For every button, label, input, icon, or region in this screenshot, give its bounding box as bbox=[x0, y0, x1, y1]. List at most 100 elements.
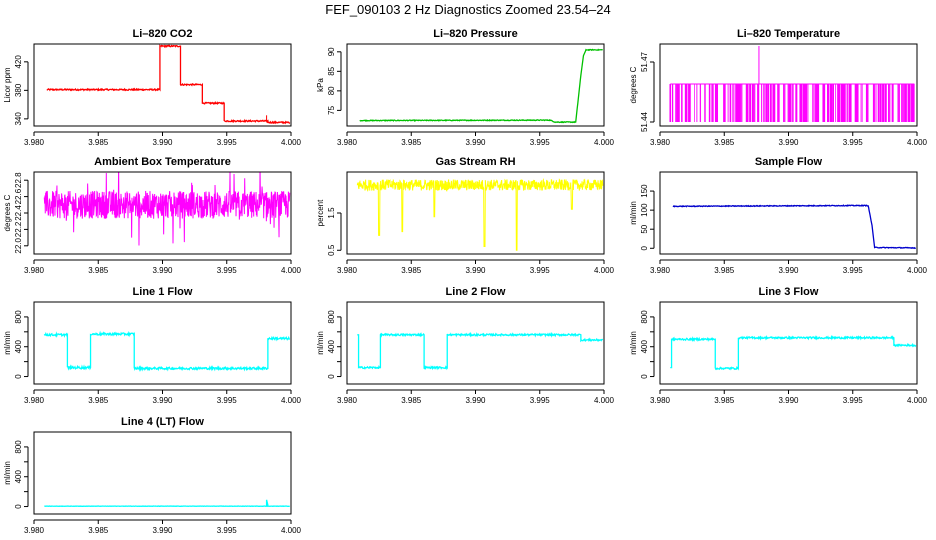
x-tick-label: 3.995 bbox=[217, 396, 238, 405]
plot-frame bbox=[659, 301, 918, 385]
x-tick-label: 3.985 bbox=[88, 526, 109, 535]
series-line bbox=[43, 172, 291, 246]
y-tick-label: 0 bbox=[14, 504, 23, 509]
y-tick-label: 400 bbox=[327, 340, 336, 354]
x-tick-label: 3.995 bbox=[217, 266, 238, 275]
x-tick-label: 4.000 bbox=[907, 266, 928, 275]
x-tick-label: 4.000 bbox=[281, 526, 302, 535]
x-tick-label: 3.980 bbox=[650, 266, 671, 275]
data-series bbox=[669, 46, 915, 122]
chart-panel: Line 4 (LT) Flow ml/min 3.980 3.985 3.990 3.9… bbox=[3, 416, 302, 535]
chart-panel: Li–820 CO2 Licor ppm 3.980 3.985 3.990 3.995 4… bbox=[3, 28, 302, 147]
y-tick-label: 51.44 bbox=[640, 111, 649, 132]
x-tick-label: 4.000 bbox=[281, 138, 302, 147]
x-tick-label: 4.000 bbox=[594, 266, 615, 275]
x-tick-label: 3.990 bbox=[152, 266, 173, 275]
series-line bbox=[672, 204, 917, 250]
y-tick-label: 22.0 bbox=[14, 237, 23, 253]
y-tick-label: 22.6 bbox=[14, 188, 23, 204]
chart-panel: Ambient Box Temperature degrees C 3.980 3.9… bbox=[3, 156, 302, 275]
y-tick-label: 22.4 bbox=[14, 205, 23, 221]
y-tick-label: 400 bbox=[640, 340, 649, 354]
series-line bbox=[357, 331, 604, 371]
x-tick-label: 3.990 bbox=[778, 266, 799, 275]
x-tick-label: 3.995 bbox=[217, 138, 238, 147]
y-tick-label: 800 bbox=[640, 310, 649, 324]
x-tick-label: 3.995 bbox=[843, 266, 864, 275]
y-axis-label: ml/min bbox=[629, 331, 638, 355]
x-tick-label: 3.985 bbox=[88, 266, 109, 275]
x-tick-label: 3.980 bbox=[24, 526, 45, 535]
y-axis-label: degrees C bbox=[3, 194, 12, 231]
chart-title: Li–820 CO2 bbox=[133, 28, 193, 40]
data-series bbox=[43, 330, 291, 372]
page-title: FEF_090103 2 Hz Diagnostics Zoomed 23.54… bbox=[325, 2, 611, 17]
chart-title: Line 4 (LT) Flow bbox=[121, 416, 204, 428]
y-tick-label: 400 bbox=[14, 470, 23, 484]
x-tick-label: 3.980 bbox=[337, 266, 358, 275]
x-tick-label: 3.985 bbox=[714, 266, 735, 275]
y-tick-label: 400 bbox=[14, 340, 23, 354]
y-tick-label: 75 bbox=[327, 105, 336, 114]
y-tick-label: 420 bbox=[14, 55, 23, 69]
chart-title: Line 1 Flow bbox=[133, 286, 193, 298]
chart-panel: Li–820 Temperature degrees C 3.980 3.985 3.9… bbox=[629, 28, 928, 147]
y-tick-label: 22.2 bbox=[14, 221, 23, 237]
y-tick-label: 150 bbox=[640, 184, 649, 198]
chart-title: Line 3 Flow bbox=[759, 286, 819, 298]
x-tick-label: 3.985 bbox=[714, 396, 735, 405]
y-tick-label: 0 bbox=[640, 374, 649, 379]
chart-panel: Li–820 Pressure kPa 3.980 3.985 3.990 3.995 4.… bbox=[316, 28, 615, 147]
x-tick-label: 4.000 bbox=[281, 396, 302, 405]
x-tick-label: 3.980 bbox=[650, 396, 671, 405]
x-tick-label: 3.995 bbox=[217, 526, 238, 535]
series-line bbox=[670, 334, 917, 371]
y-tick-label: 380 bbox=[14, 83, 23, 97]
x-tick-label: 3.990 bbox=[778, 396, 799, 405]
plot-frame bbox=[659, 171, 918, 255]
y-axis-label: ml/min bbox=[316, 331, 325, 355]
plot-frame bbox=[33, 431, 292, 515]
series-line bbox=[46, 44, 291, 125]
x-tick-label: 4.000 bbox=[594, 396, 615, 405]
data-series bbox=[670, 334, 917, 371]
x-tick-label: 3.995 bbox=[530, 266, 551, 275]
chart-title: Sample Flow bbox=[755, 156, 823, 168]
y-axis-label: ml/min bbox=[3, 331, 12, 355]
y-axis-label: kPa bbox=[316, 78, 325, 92]
x-tick-label: 3.990 bbox=[152, 396, 173, 405]
y-tick-label: 0 bbox=[327, 374, 336, 379]
y-tick-label: 800 bbox=[14, 440, 23, 454]
x-tick-label: 3.995 bbox=[843, 138, 864, 147]
x-tick-label: 3.990 bbox=[465, 266, 486, 275]
data-series bbox=[46, 44, 291, 125]
x-tick-label: 3.985 bbox=[714, 138, 735, 147]
chart-title: Line 2 Flow bbox=[446, 286, 506, 298]
y-axis-label: ml/min bbox=[3, 461, 12, 485]
x-tick-label: 3.980 bbox=[337, 396, 358, 405]
chart-title: Li–820 Pressure bbox=[433, 28, 517, 40]
plot-frame bbox=[659, 43, 918, 127]
y-axis-label: Licor ppm bbox=[3, 67, 12, 102]
y-tick-label: 800 bbox=[14, 310, 23, 324]
y-tick-label: 0 bbox=[640, 246, 649, 251]
x-tick-label: 4.000 bbox=[907, 138, 928, 147]
y-axis-label: degrees C bbox=[629, 66, 638, 103]
data-series bbox=[357, 331, 604, 371]
y-axis-label: percent bbox=[316, 199, 325, 226]
plot-frame bbox=[346, 171, 605, 255]
plot-frame bbox=[33, 171, 292, 255]
x-tick-label: 3.985 bbox=[401, 138, 422, 147]
x-tick-label: 3.985 bbox=[401, 396, 422, 405]
x-tick-label: 3.980 bbox=[24, 396, 45, 405]
series-line bbox=[43, 330, 291, 372]
chart-panel: Line 1 Flow ml/min 3.980 3.985 3.990 3.995 4.0… bbox=[3, 286, 302, 405]
chart-panel: Sample Flow ml/min 3.980 3.985 3.990 3.995 4.0… bbox=[629, 156, 928, 275]
y-tick-label: 85 bbox=[327, 66, 336, 75]
series-line bbox=[356, 177, 604, 251]
x-tick-label: 3.980 bbox=[24, 266, 45, 275]
y-axis-label: ml/min bbox=[629, 201, 638, 225]
y-tick-label: 22.8 bbox=[14, 172, 23, 188]
x-tick-label: 3.980 bbox=[337, 138, 358, 147]
data-series bbox=[356, 177, 604, 251]
